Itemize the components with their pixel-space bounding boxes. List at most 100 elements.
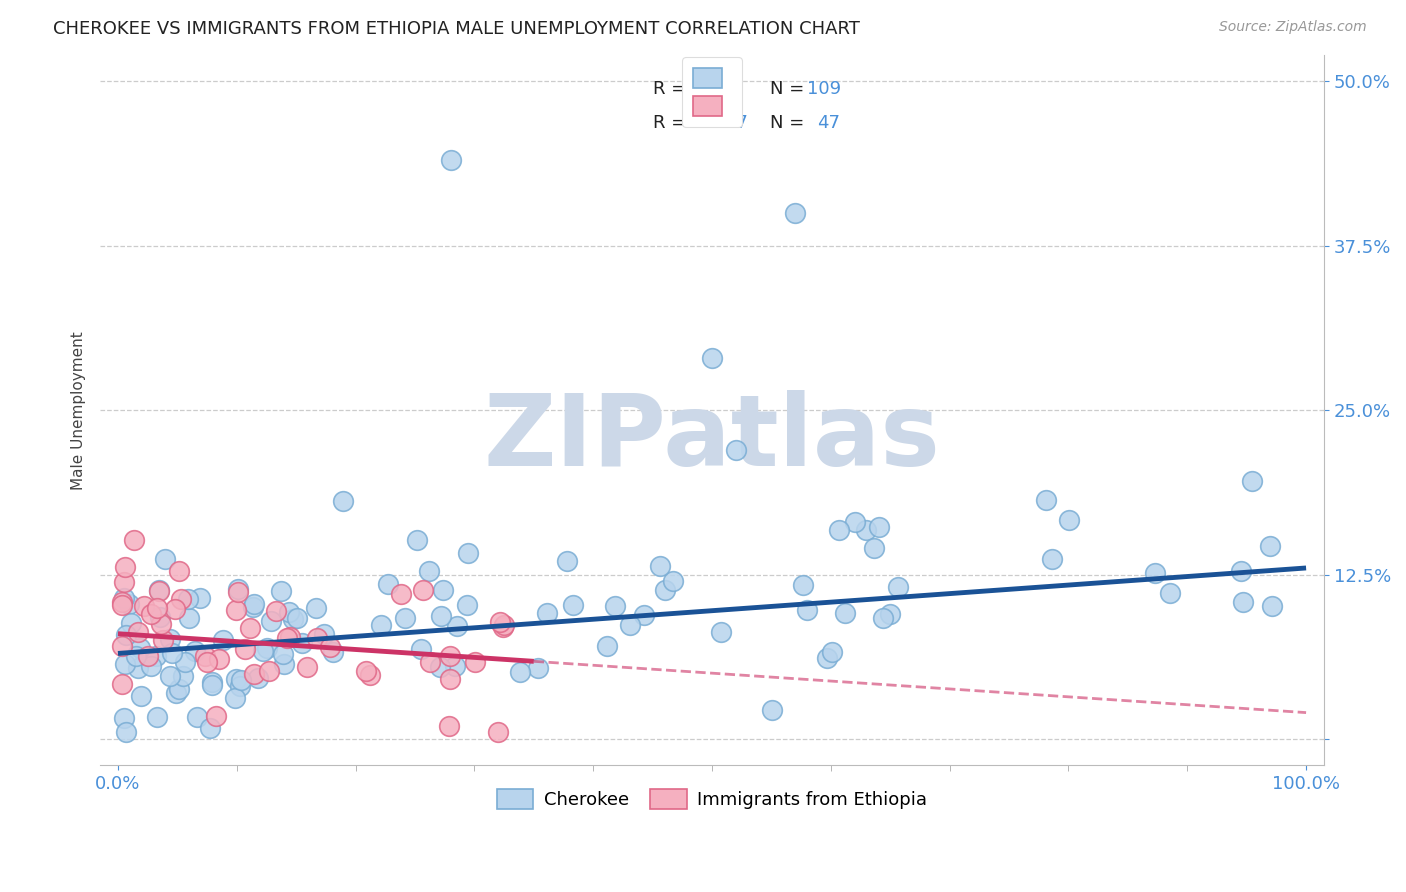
Point bbox=[129, 690, 152, 704]
Point bbox=[295, 660, 318, 674]
Point bbox=[114, 657, 136, 671]
Point bbox=[184, 644, 207, 658]
Point bbox=[141, 607, 163, 621]
Point bbox=[291, 636, 314, 650]
Point bbox=[603, 599, 626, 614]
Point bbox=[165, 602, 187, 616]
Point bbox=[377, 576, 399, 591]
Point bbox=[828, 523, 851, 537]
Point bbox=[700, 351, 723, 365]
Point bbox=[132, 599, 155, 613]
Point bbox=[115, 725, 138, 739]
Text: R =: R = bbox=[654, 113, 692, 132]
Point bbox=[710, 624, 733, 639]
Point bbox=[1258, 539, 1281, 553]
Point bbox=[1057, 513, 1080, 527]
Point bbox=[418, 564, 440, 578]
Point bbox=[370, 618, 392, 632]
Point bbox=[153, 552, 176, 566]
Text: 109: 109 bbox=[807, 80, 842, 98]
Text: N =: N = bbox=[769, 80, 810, 98]
Point bbox=[201, 675, 224, 690]
Point bbox=[224, 690, 246, 705]
Point bbox=[118, 597, 141, 611]
Point bbox=[225, 603, 247, 617]
Point bbox=[596, 639, 619, 653]
Point bbox=[200, 721, 222, 735]
Point bbox=[863, 541, 886, 555]
Point bbox=[195, 656, 218, 670]
Point bbox=[148, 583, 170, 598]
Point bbox=[457, 546, 479, 560]
Point bbox=[456, 598, 478, 612]
Text: 47: 47 bbox=[817, 113, 841, 132]
Point bbox=[796, 603, 818, 617]
Point bbox=[112, 711, 135, 725]
Point bbox=[492, 620, 515, 634]
Point bbox=[278, 605, 301, 619]
Point bbox=[176, 591, 198, 606]
Point bbox=[312, 626, 335, 640]
Point bbox=[146, 601, 169, 615]
Point bbox=[112, 591, 135, 606]
Point bbox=[322, 645, 344, 659]
Point bbox=[555, 554, 578, 568]
Point bbox=[389, 587, 412, 601]
Point bbox=[159, 632, 181, 647]
Point bbox=[1230, 564, 1253, 578]
Point bbox=[112, 575, 135, 590]
Point bbox=[110, 677, 132, 691]
Point bbox=[146, 710, 169, 724]
Point bbox=[494, 618, 516, 632]
Point bbox=[188, 591, 211, 606]
Point bbox=[488, 615, 510, 629]
Point bbox=[879, 607, 901, 621]
Point bbox=[124, 533, 146, 547]
Point bbox=[1143, 566, 1166, 581]
Point bbox=[509, 665, 531, 680]
Point bbox=[359, 668, 381, 682]
Point bbox=[437, 719, 460, 733]
Point bbox=[444, 659, 467, 673]
Point bbox=[1035, 493, 1057, 508]
Point bbox=[201, 677, 224, 691]
Point bbox=[536, 606, 558, 620]
Point bbox=[226, 582, 249, 597]
Point bbox=[844, 515, 866, 529]
Point bbox=[785, 206, 807, 220]
Point bbox=[136, 649, 159, 664]
Text: CHEROKEE VS IMMIGRANTS FROM ETHIOPIA MALE UNEMPLOYMENT CORRELATION CHART: CHEROKEE VS IMMIGRANTS FROM ETHIOPIA MAL… bbox=[53, 20, 860, 37]
Point bbox=[160, 646, 183, 660]
Point bbox=[174, 655, 197, 669]
Point bbox=[264, 604, 287, 618]
Point bbox=[229, 673, 252, 687]
Point bbox=[150, 616, 173, 631]
Point bbox=[129, 640, 152, 655]
Point bbox=[110, 639, 132, 653]
Point bbox=[149, 610, 172, 624]
Point bbox=[409, 642, 432, 657]
Point bbox=[1159, 585, 1181, 599]
Point bbox=[429, 659, 451, 673]
Point bbox=[114, 627, 136, 641]
Point bbox=[121, 615, 143, 630]
Point bbox=[394, 611, 416, 625]
Point bbox=[855, 523, 877, 537]
Point bbox=[318, 640, 340, 654]
Point bbox=[1232, 595, 1254, 609]
Point bbox=[278, 630, 301, 644]
Point bbox=[419, 655, 441, 669]
Point bbox=[761, 703, 783, 717]
Point bbox=[285, 610, 308, 624]
Point bbox=[247, 671, 270, 685]
Point bbox=[208, 652, 231, 666]
Point bbox=[225, 673, 247, 687]
Point bbox=[276, 631, 298, 645]
Point bbox=[186, 710, 208, 724]
Point bbox=[167, 564, 190, 578]
Point bbox=[792, 577, 814, 591]
Point bbox=[165, 686, 187, 700]
Point bbox=[527, 661, 550, 675]
Point bbox=[834, 606, 856, 620]
Point bbox=[305, 600, 328, 615]
